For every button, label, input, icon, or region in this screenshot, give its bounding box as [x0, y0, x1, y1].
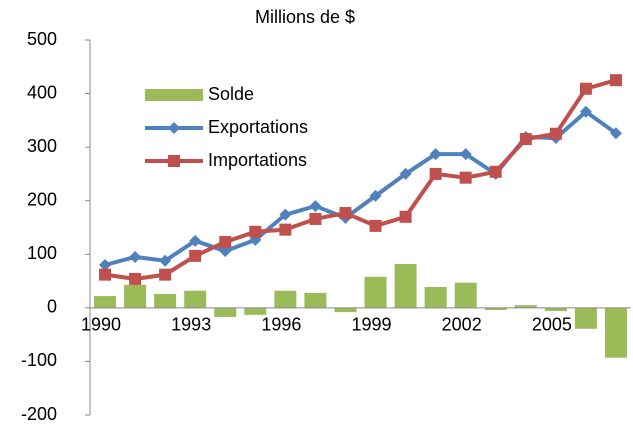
x-tick-label: 2005	[532, 315, 572, 335]
bar	[424, 286, 447, 308]
point	[309, 200, 322, 213]
point	[99, 268, 112, 281]
y-tick-label: 200	[27, 189, 57, 209]
bar	[544, 307, 567, 312]
legend-marker	[168, 122, 180, 134]
point	[579, 82, 592, 95]
x-tick-label: 1993	[171, 315, 211, 335]
point	[279, 208, 292, 221]
legend-marker	[168, 155, 180, 167]
point	[219, 235, 232, 248]
bar	[484, 307, 507, 310]
point	[369, 189, 382, 202]
bar	[184, 290, 207, 308]
point	[399, 210, 412, 223]
legend-label: Solde	[208, 84, 254, 104]
legend-swatch	[145, 89, 203, 101]
point	[129, 272, 142, 285]
bar	[304, 292, 327, 308]
point	[129, 250, 142, 263]
y-tick-label: 100	[27, 243, 57, 263]
point	[429, 148, 442, 161]
y-tick-label: 500	[27, 29, 57, 49]
y-tick-label: 300	[27, 136, 57, 156]
bar	[94, 296, 117, 308]
point	[339, 207, 352, 220]
y-tick-label: -200	[21, 404, 57, 424]
point	[159, 268, 172, 281]
x-tick-label: 1999	[352, 315, 392, 335]
x-tick-label: 1996	[261, 315, 301, 335]
point	[489, 165, 502, 178]
bar	[334, 307, 357, 313]
point	[249, 225, 262, 238]
point	[459, 148, 472, 161]
point	[579, 105, 592, 118]
point	[369, 219, 382, 232]
point	[549, 127, 562, 140]
point	[399, 167, 412, 180]
bar	[604, 307, 627, 358]
point	[219, 245, 232, 258]
point	[99, 259, 112, 271]
x-tick-label: 1990	[81, 315, 121, 335]
bar	[124, 284, 147, 308]
y-tick-label: 0	[47, 297, 57, 317]
point	[309, 212, 322, 225]
bar	[274, 290, 297, 308]
x-tick-label: 2002	[442, 315, 482, 335]
bar	[244, 307, 267, 315]
point	[609, 74, 622, 87]
y-tick-label: 400	[27, 82, 57, 102]
bar	[394, 263, 417, 308]
y-tick-label: -100	[21, 350, 57, 370]
point	[189, 249, 202, 262]
chart-title: Millions de $	[255, 7, 355, 27]
point	[519, 133, 532, 146]
legend-label: Exportations	[208, 117, 308, 137]
point	[159, 254, 172, 267]
bar	[574, 307, 597, 329]
bar	[454, 282, 477, 308]
point	[459, 171, 472, 184]
point	[429, 167, 442, 180]
bar	[364, 276, 387, 308]
legend-label: Importations	[208, 150, 307, 170]
point	[279, 223, 292, 236]
bar	[514, 305, 537, 308]
bar	[154, 293, 177, 308]
bar	[214, 307, 237, 317]
point	[609, 127, 622, 140]
point	[189, 234, 202, 247]
